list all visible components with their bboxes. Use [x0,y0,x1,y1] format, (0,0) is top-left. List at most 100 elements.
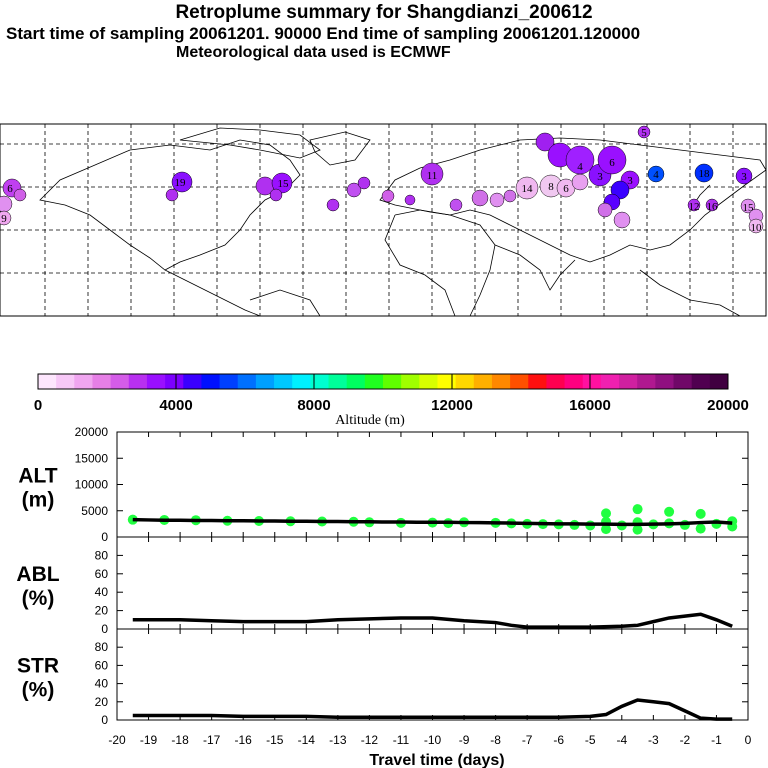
x-tick-label: -2 [680,733,691,747]
plume-circle [694,163,714,183]
y-tick-label: 20 [95,695,109,709]
greenland [309,131,371,166]
y-tick-label: 80 [95,640,109,654]
series-line [132,612,733,629]
plume-label: 18 [699,168,711,180]
x-tick-label: -20 [108,733,126,747]
y-tick-label: 60 [95,658,109,672]
panel-abl: 80 60 40 20 0 ABL(%) [16,536,749,636]
y-tick-label: 15000 [75,451,109,465]
panel-yunit: (m) [22,489,55,512]
y-tick-label: 0 [101,622,108,636]
colorbar-cell [237,374,257,389]
x-tick-label: -13 [329,733,347,747]
colorbar-cell [74,374,93,389]
panel-alt: 20000 15000 10000 5000 0 ALT(m) [18,425,749,544]
data-point [695,523,706,534]
colorbar-cell [146,374,166,389]
colorbar-cell [201,374,221,389]
plume-label: 11 [427,170,438,182]
series-line [132,517,733,527]
plume-circle [735,167,753,185]
colorbar-cell [564,374,584,389]
panel-frame [116,536,749,630]
colorbar-cell [510,374,529,389]
y-tick-label: 0 [101,713,108,727]
plume-circle [597,202,613,218]
colorbar-cell [637,374,656,389]
colorbar-cell [709,374,729,389]
met-data-line: Meteorological data used is ECMWF [176,44,451,61]
plume-label: 9 [1,213,7,225]
data-point [601,524,612,535]
plume-label: 15 [278,178,290,190]
plume-label: 5 [641,127,647,139]
panel-frame [116,628,749,721]
colorbar-cell [437,374,457,389]
eurasia [379,137,767,263]
plume-circle [705,198,719,212]
colorbar-tick-label: 4000 [159,397,192,414]
north-america [39,139,301,271]
india-arabia [494,244,576,291]
plume-circle [271,172,293,194]
colorbar-tick-label: 0 [34,397,42,414]
x-tick-label: -15 [266,733,284,747]
colorbar-cell [473,374,493,389]
plume-circle [404,194,416,206]
y-tick-label: 20 [95,604,109,618]
colorbar-cell [401,374,420,389]
x-tick-label: -9 [459,733,470,747]
colorbar-cell [110,374,130,389]
panel-ylabel: ALT [18,465,57,488]
data-point [632,504,643,515]
plume-circle [346,182,362,198]
colorbar-cell [691,374,711,389]
colorbar-cell [92,374,112,389]
plume-circle [420,162,444,186]
plume-circle [165,188,179,202]
colorbar-cell [183,374,202,389]
colorbar-cell [655,374,675,389]
y-tick-label: 20000 [75,425,109,439]
colorbar-cell [292,374,311,389]
colorbar-cell [673,374,693,389]
colorbar-cell [328,374,348,389]
y-tick-label: 10000 [75,478,109,492]
coastlines [39,127,767,317]
colorbar-cell [364,374,384,389]
x-tick-label: -3 [648,733,659,747]
colorbar-cell [165,374,184,389]
plume-circle [13,188,27,202]
plume-circle [489,192,505,208]
series-line [132,698,733,721]
plume-circle [357,176,371,190]
plume-circle [269,188,283,202]
plume-circle [171,171,193,193]
colorbar-cell [219,374,239,389]
plume-circle [535,132,555,152]
x-tick-label: -16 [235,733,253,747]
central-america [164,269,261,317]
colorbar-cell [582,374,602,389]
colorbar-cell [600,374,620,389]
plume-circle [740,198,756,214]
x-tick-label: -10 [424,733,442,747]
colorbar-cell [491,374,511,389]
plume-label: 6 [563,183,569,195]
colorbar-cell [274,374,293,389]
data-point [632,524,643,535]
plume-circle [449,198,463,212]
colorbar-tick-label: 12000 [431,397,473,414]
sampling-time-line: Start time of sampling 20061201. 90000 E… [6,24,641,43]
panel-yunit: (%) [22,587,55,610]
plume-circle [471,189,489,207]
plume-circle [565,145,595,175]
colorbar-tick-label: 20000 [707,397,749,414]
plume-label: 6 [7,183,13,195]
x-tick-label: -11 [393,733,410,747]
x-tick-label: 0 [745,733,752,747]
